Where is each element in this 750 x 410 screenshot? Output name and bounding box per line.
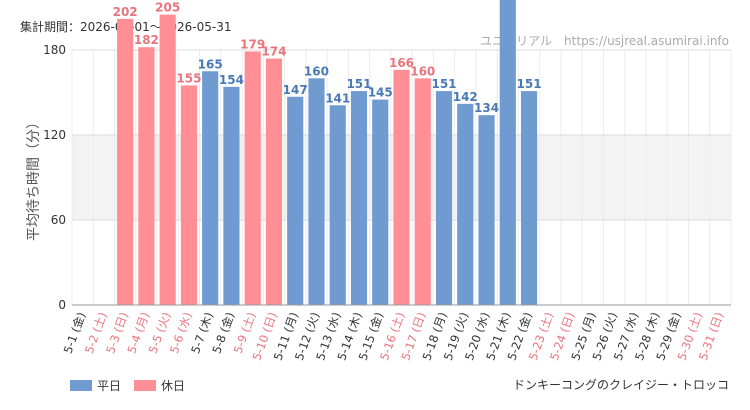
bar: [372, 99, 389, 305]
bar: [223, 86, 240, 305]
y-tick-label: 60: [51, 213, 66, 227]
legend-swatch-holiday: [134, 380, 156, 391]
bar: [308, 78, 325, 305]
bar-value-label: 179: [240, 37, 265, 51]
bar-value-label: 142: [453, 90, 478, 104]
bar-value-label: 165: [198, 57, 223, 71]
bar-value-label: 160: [410, 64, 435, 78]
bar: [350, 91, 368, 305]
bar-value-label: 205: [155, 1, 180, 15]
legend: 平日 休日: [70, 379, 185, 393]
y-axis-label: 平均待ち時間（分）: [26, 115, 42, 241]
bar-value-label: 166: [389, 56, 414, 70]
legend-label-weekday: 平日: [97, 379, 121, 393]
bar-value-label: 145: [368, 86, 393, 100]
bar-value-label: 141: [325, 91, 350, 105]
bar-value-label: 155: [176, 71, 201, 85]
bar-value-label: 147: [283, 83, 308, 97]
y-tick-label: 180: [43, 43, 66, 57]
bar-value-label: 151: [346, 77, 371, 91]
bar-value-label: 151: [431, 77, 456, 91]
bar: [180, 85, 197, 306]
bar: [457, 103, 474, 305]
plot-area: 0601201802021822051551651541791741471601…: [43, 0, 732, 362]
bar: [520, 91, 538, 305]
bar: [202, 71, 219, 305]
bar-value-label: 134: [474, 101, 499, 115]
bar: [393, 69, 410, 305]
bar: [287, 96, 304, 305]
bar: [138, 47, 155, 306]
bar-offscale: [499, 0, 516, 305]
bar: [265, 58, 283, 305]
bar: [478, 115, 495, 306]
bar-value-label: 154: [219, 73, 244, 87]
bar-value-label: 202: [113, 5, 138, 19]
y-tick-label: 0: [58, 298, 66, 312]
bar-value-label: 160: [304, 64, 329, 78]
attraction-name: ドンキーコングのクレイジー・トロッコ: [513, 378, 729, 392]
bar: [117, 18, 134, 305]
legend-label-holiday: 休日: [161, 379, 185, 393]
bar: [435, 91, 453, 305]
bar: [414, 78, 431, 305]
site-label: ユニバリアル https://usjreal.asumirai.info: [480, 34, 729, 48]
legend-swatch-weekday: [70, 380, 92, 391]
bar: [244, 51, 261, 305]
y-tick-label: 120: [43, 128, 66, 142]
bar-value-label: 182: [134, 33, 159, 47]
bar: [159, 14, 176, 305]
bar-value-label: 151: [517, 77, 542, 91]
bar-value-label: 174: [261, 45, 286, 59]
bar: [329, 105, 346, 305]
